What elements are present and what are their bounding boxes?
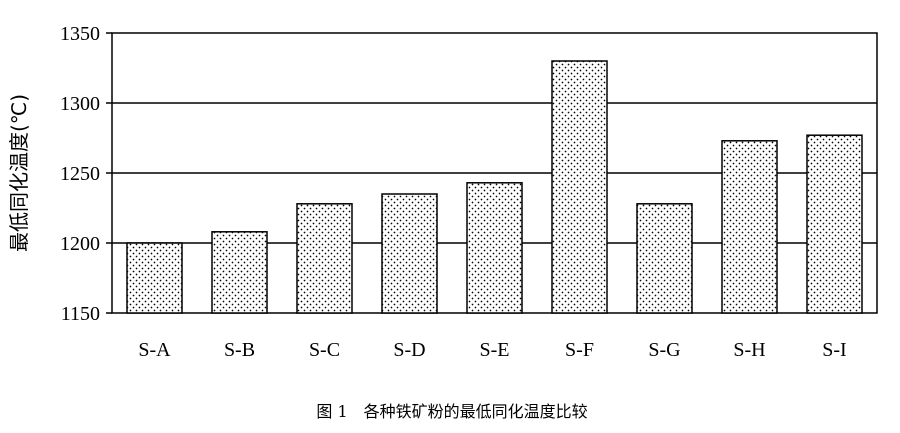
y-tick-label: 1150 [61,303,100,325]
bar-s-h [721,140,778,314]
y-axis-label: 最低同化温度(℃) [7,94,31,252]
x-tick-label: S-B [224,339,255,361]
bar-s-c [296,203,353,314]
x-tick-label: S-D [393,339,425,361]
x-tick-label: S-G [648,339,680,361]
y-axis-ticks: 1150 1200 1250 1300 1350 [60,23,112,325]
bar-s-b [211,231,268,314]
bar-s-e [466,182,523,314]
y-tick-label: 1250 [60,163,100,185]
x-tick-label: S-I [822,339,846,361]
x-tick-label: S-H [733,339,765,361]
bar-s-a [126,242,183,314]
x-tick-label: S-C [309,339,340,361]
x-tick-label: S-F [565,339,594,361]
x-tick-label: S-A [138,339,171,361]
y-tick-label: 1200 [60,233,100,255]
y-tick-label: 1300 [60,93,100,115]
x-axis-ticks: S-A S-B S-C S-D S-E S-F S-G S-H S-I [138,339,846,361]
figure-caption: 图 1 各种铁矿粉的最低同化温度比较 [316,402,587,421]
y-tick-label: 1350 [60,23,100,45]
bars-group [126,60,863,314]
bar-s-g [636,203,693,314]
x-tick-label: S-E [480,339,510,361]
bar-s-d [381,193,438,314]
bar-s-i [806,134,863,314]
bar-s-f [551,60,608,314]
